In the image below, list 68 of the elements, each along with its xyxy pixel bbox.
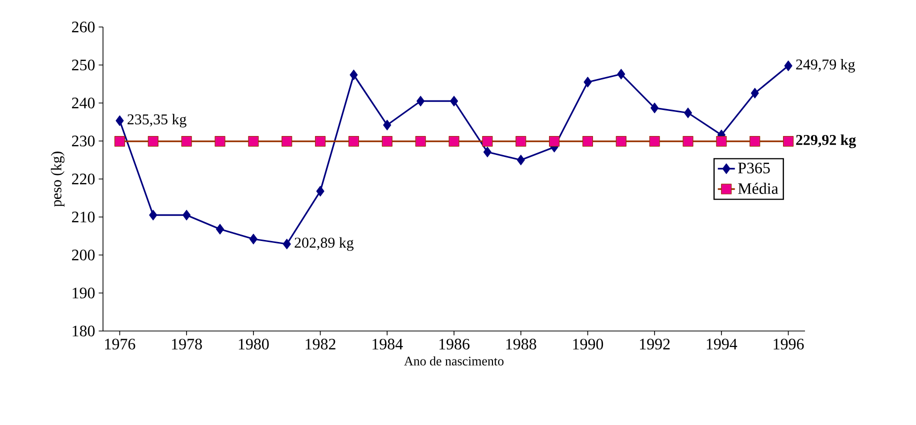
x-tick-label: 1978 [172, 338, 202, 350]
point [582, 136, 594, 147]
point [750, 88, 759, 98]
y-tick-label: 190 [72, 288, 95, 298]
point [483, 146, 492, 158]
data-label: 202,89 kg [294, 237, 354, 251]
x-tick-label: 1986 [439, 338, 470, 350]
y-tick-label: 200 [72, 250, 95, 260]
y-tick-label: 230 [72, 136, 95, 146]
point [649, 136, 660, 147]
x-tick-label: 1980 [238, 338, 269, 350]
y-tick-label: 220 [72, 174, 95, 184]
legend-label: Média [738, 182, 778, 194]
point [750, 136, 760, 147]
point [282, 238, 291, 250]
x-tick-label: 1982 [306, 338, 336, 350]
point [350, 70, 358, 80]
point [416, 96, 425, 106]
point [616, 136, 626, 147]
point [716, 136, 727, 147]
point [450, 96, 458, 106]
point [382, 136, 392, 147]
y-tick-label: 180 [72, 326, 95, 336]
point [650, 102, 659, 114]
point [316, 186, 324, 196]
x-tick-label: 1976 [105, 338, 136, 350]
point [315, 136, 326, 147]
point [116, 115, 124, 126]
point [348, 136, 359, 147]
point [516, 154, 525, 166]
point [682, 136, 694, 147]
data-label: 235,35 kg [128, 114, 186, 128]
x-tick-label: 1984 [372, 338, 403, 350]
y-tick-label: 250 [72, 60, 95, 70]
point [182, 210, 191, 220]
point [216, 224, 224, 234]
point [783, 136, 794, 147]
point [784, 60, 792, 72]
y-tick-label: 240 [72, 98, 95, 108]
x-tick-label: 1990 [573, 338, 604, 350]
legend-label: P365 [738, 162, 770, 174]
x-tick-label: 1988 [506, 338, 536, 350]
point [383, 120, 392, 130]
point [248, 136, 259, 147]
x-axis-title: Ano de nascimento [404, 356, 504, 366]
point [617, 68, 626, 80]
y-axis-title: peso (kg) [50, 152, 64, 207]
point [114, 136, 125, 147]
point [148, 136, 158, 147]
point [415, 136, 426, 147]
data-label: 249,79 kg [796, 59, 855, 73]
point [549, 136, 560, 147]
point [181, 136, 192, 147]
x-tick-label: 1996 [774, 338, 804, 350]
point [214, 136, 226, 147]
point [149, 210, 158, 220]
x-tick-label: 1992 [640, 338, 670, 350]
point [249, 234, 258, 244]
x-tick-label: 1994 [706, 338, 738, 350]
y-tick-label: 210 [72, 212, 95, 222]
point [516, 136, 526, 147]
point [482, 136, 493, 147]
point [584, 76, 592, 88]
data-label: 229,92 kg [796, 134, 856, 148]
point [684, 108, 692, 118]
point [448, 136, 460, 147]
y-tick-label: 260 [72, 22, 95, 32]
point [282, 136, 292, 147]
